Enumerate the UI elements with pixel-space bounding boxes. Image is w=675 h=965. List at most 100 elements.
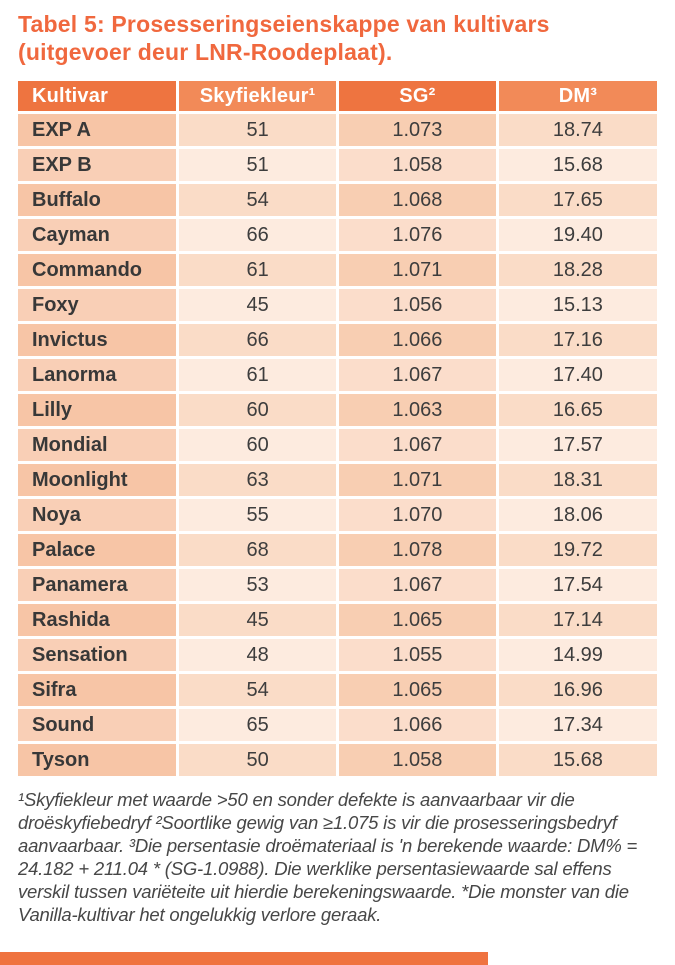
footnote-text: ¹Skyfiekleur met waarde >50 en sonder de… bbox=[18, 789, 638, 925]
table-body: EXP A 51 1.073 18.74 EXP B 51 1.058 15.68 Buffal… bbox=[18, 111, 657, 779]
cell-skyfiekleur: 53 bbox=[176, 566, 339, 604]
cell-kultivar: EXP A bbox=[18, 111, 180, 149]
table-title-line1: Tabel 5: Prosesseringseienskappe van kul… bbox=[18, 11, 550, 37]
cell-skyfiekleur: 66 bbox=[176, 321, 339, 359]
cell-kultivar: EXP B bbox=[18, 146, 180, 184]
cell-dm: 19.40 bbox=[495, 216, 657, 254]
cell-sg: 1.066 bbox=[336, 321, 499, 359]
table-row: Foxy 45 1.056 15.13 bbox=[18, 286, 657, 324]
cell-kultivar: Noya bbox=[18, 496, 180, 534]
cell-skyfiekleur: 55 bbox=[176, 496, 339, 534]
cell-dm: 15.68 bbox=[495, 741, 657, 779]
cell-skyfiekleur: 45 bbox=[176, 286, 339, 324]
cell-kultivar: Sifra bbox=[18, 671, 180, 709]
cell-dm: 17.54 bbox=[495, 566, 657, 604]
cell-skyfiekleur: 65 bbox=[176, 706, 339, 744]
cell-skyfiekleur: 63 bbox=[176, 461, 339, 499]
cultivar-table: Kultivar Skyfiekleur¹ SG² DM³ EXP A 51 1.0… bbox=[18, 81, 657, 779]
table-row: Moonlight 63 1.071 18.31 bbox=[18, 461, 657, 499]
cell-sg: 1.068 bbox=[336, 181, 499, 219]
cell-dm: 17.14 bbox=[495, 601, 657, 639]
table-title-line2: (uitgevoer deur LNR-Roodeplaat). bbox=[18, 39, 393, 65]
cell-dm: 14.99 bbox=[495, 636, 657, 674]
cell-sg: 1.058 bbox=[336, 146, 499, 184]
cell-dm: 16.65 bbox=[495, 391, 657, 429]
table-row: EXP A 51 1.073 18.74 bbox=[18, 111, 657, 149]
cell-dm: 15.68 bbox=[495, 146, 657, 184]
cell-skyfiekleur: 51 bbox=[176, 111, 339, 149]
cell-sg: 1.078 bbox=[336, 531, 499, 569]
cell-sg: 1.056 bbox=[336, 286, 499, 324]
cell-dm: 17.16 bbox=[495, 321, 657, 359]
cell-skyfiekleur: 68 bbox=[176, 531, 339, 569]
table-row: Panamera 53 1.067 17.54 bbox=[18, 566, 657, 604]
cell-sg: 1.073 bbox=[336, 111, 499, 149]
cell-sg: 1.070 bbox=[336, 496, 499, 534]
column-header-sg: SG² bbox=[336, 81, 499, 114]
cell-skyfiekleur: 61 bbox=[176, 356, 339, 394]
cell-skyfiekleur: 45 bbox=[176, 601, 339, 639]
cell-dm: 19.72 bbox=[495, 531, 657, 569]
cell-dm: 17.40 bbox=[495, 356, 657, 394]
column-header-kultivar: Kultivar bbox=[18, 81, 180, 114]
table-row: Lilly 60 1.063 16.65 bbox=[18, 391, 657, 429]
cell-dm: 16.96 bbox=[495, 671, 657, 709]
cell-kultivar: Moonlight bbox=[18, 461, 180, 499]
table-row: Tyson 50 1.058 15.68 bbox=[18, 741, 657, 779]
cell-dm: 18.74 bbox=[495, 111, 657, 149]
cell-skyfiekleur: 60 bbox=[176, 426, 339, 464]
table-row: Invictus 66 1.066 17.16 bbox=[18, 321, 657, 359]
cell-sg: 1.055 bbox=[336, 636, 499, 674]
cell-kultivar: Cayman bbox=[18, 216, 180, 254]
table-row: Buffalo 54 1.068 17.65 bbox=[18, 181, 657, 219]
cell-kultivar: Lilly bbox=[18, 391, 180, 429]
cell-skyfiekleur: 60 bbox=[176, 391, 339, 429]
cell-kultivar: Mondial bbox=[18, 426, 180, 464]
cell-dm: 18.28 bbox=[495, 251, 657, 289]
cell-kultivar: Invictus bbox=[18, 321, 180, 359]
cell-sg: 1.067 bbox=[336, 566, 499, 604]
cell-skyfiekleur: 54 bbox=[176, 181, 339, 219]
table-row: Sifra 54 1.065 16.96 bbox=[18, 671, 657, 709]
table-row: Mondial 60 1.067 17.57 bbox=[18, 426, 657, 464]
cell-kultivar: Panamera bbox=[18, 566, 180, 604]
cell-dm: 18.06 bbox=[495, 496, 657, 534]
cell-skyfiekleur: 61 bbox=[176, 251, 339, 289]
cell-skyfiekleur: 66 bbox=[176, 216, 339, 254]
cell-kultivar: Commando bbox=[18, 251, 180, 289]
table-row: Sensation 48 1.055 14.99 bbox=[18, 636, 657, 674]
cell-skyfiekleur: 54 bbox=[176, 671, 339, 709]
cell-kultivar: Sensation bbox=[18, 636, 180, 674]
cell-kultivar: Foxy bbox=[18, 286, 180, 324]
cell-dm: 17.57 bbox=[495, 426, 657, 464]
cell-kultivar: Lanorma bbox=[18, 356, 180, 394]
cell-sg: 1.065 bbox=[336, 601, 499, 639]
cell-sg: 1.071 bbox=[336, 461, 499, 499]
table-header: Kultivar Skyfiekleur¹ SG² DM³ bbox=[18, 81, 657, 114]
cell-skyfiekleur: 51 bbox=[176, 146, 339, 184]
table-row: Cayman 66 1.076 19.40 bbox=[18, 216, 657, 254]
cell-dm: 17.34 bbox=[495, 706, 657, 744]
cell-skyfiekleur: 50 bbox=[176, 741, 339, 779]
cell-sg: 1.071 bbox=[336, 251, 499, 289]
cell-skyfiekleur: 48 bbox=[176, 636, 339, 674]
cell-sg: 1.067 bbox=[336, 356, 499, 394]
cell-sg: 1.076 bbox=[336, 216, 499, 254]
cell-sg: 1.058 bbox=[336, 741, 499, 779]
column-header-dm: DM³ bbox=[495, 81, 657, 114]
cell-kultivar: Buffalo bbox=[18, 181, 180, 219]
cell-dm: 18.31 bbox=[495, 461, 657, 499]
table-row: Rashida 45 1.065 17.14 bbox=[18, 601, 657, 639]
cell-kultivar: Rashida bbox=[18, 601, 180, 639]
table-row: Lanorma 61 1.067 17.40 bbox=[18, 356, 657, 394]
cell-kultivar: Tyson bbox=[18, 741, 180, 779]
cell-sg: 1.065 bbox=[336, 671, 499, 709]
column-header-skyfiekleur: Skyfiekleur¹ bbox=[176, 81, 339, 114]
cell-sg: 1.063 bbox=[336, 391, 499, 429]
table-row: EXP B 51 1.058 15.68 bbox=[18, 146, 657, 184]
cell-kultivar: Sound bbox=[18, 706, 180, 744]
table-row: Palace 68 1.078 19.72 bbox=[18, 531, 657, 569]
cell-sg: 1.067 bbox=[336, 426, 499, 464]
cell-sg: 1.066 bbox=[336, 706, 499, 744]
table-row: Commando 61 1.071 18.28 bbox=[18, 251, 657, 289]
